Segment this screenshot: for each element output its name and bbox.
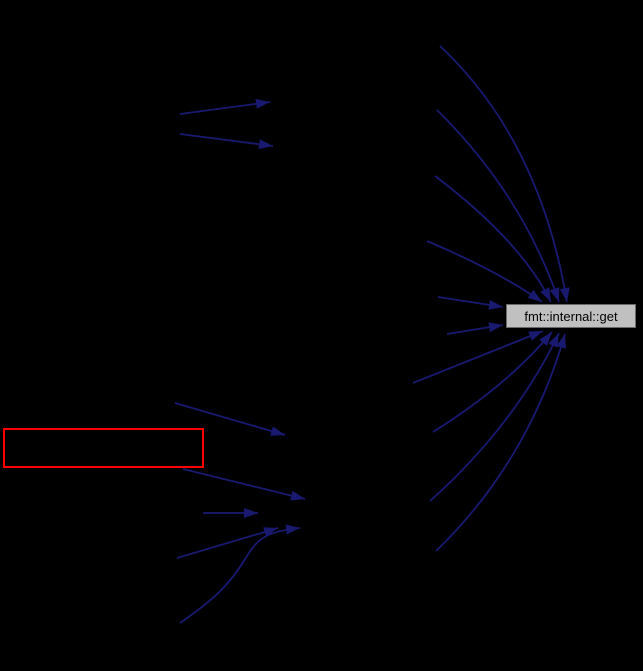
mid-column-edge-3 — [176, 527, 279, 559]
caller-edge-top-3 — [434, 175, 552, 303]
mid-column-edge-4 — [179, 524, 301, 624]
left-column-edge-2 — [179, 133, 274, 150]
fmt-internal-get-label: fmt::internal::get — [524, 308, 618, 324]
caller-edge-top-1 — [439, 45, 570, 303]
caller-edge-top-2 — [436, 109, 560, 303]
left-column-edge-1 — [179, 98, 271, 115]
fmt-internal-get-node[interactable]: fmt::internal::get — [506, 304, 636, 328]
current-function-node — [3, 428, 204, 468]
mid-column-edge-1 — [174, 402, 286, 436]
caller-edge-bottom-1 — [412, 330, 544, 384]
current-node-out-edge — [182, 468, 306, 501]
caller-edge-left-2 — [446, 322, 504, 335]
caller-edge-bottom-2 — [432, 331, 553, 433]
caller-edge-left-1 — [437, 296, 504, 310]
caller-edge-bottom-4 — [435, 333, 566, 552]
caller-edge-bottom-3 — [429, 332, 560, 502]
caller-edge-top-4 — [426, 240, 543, 303]
